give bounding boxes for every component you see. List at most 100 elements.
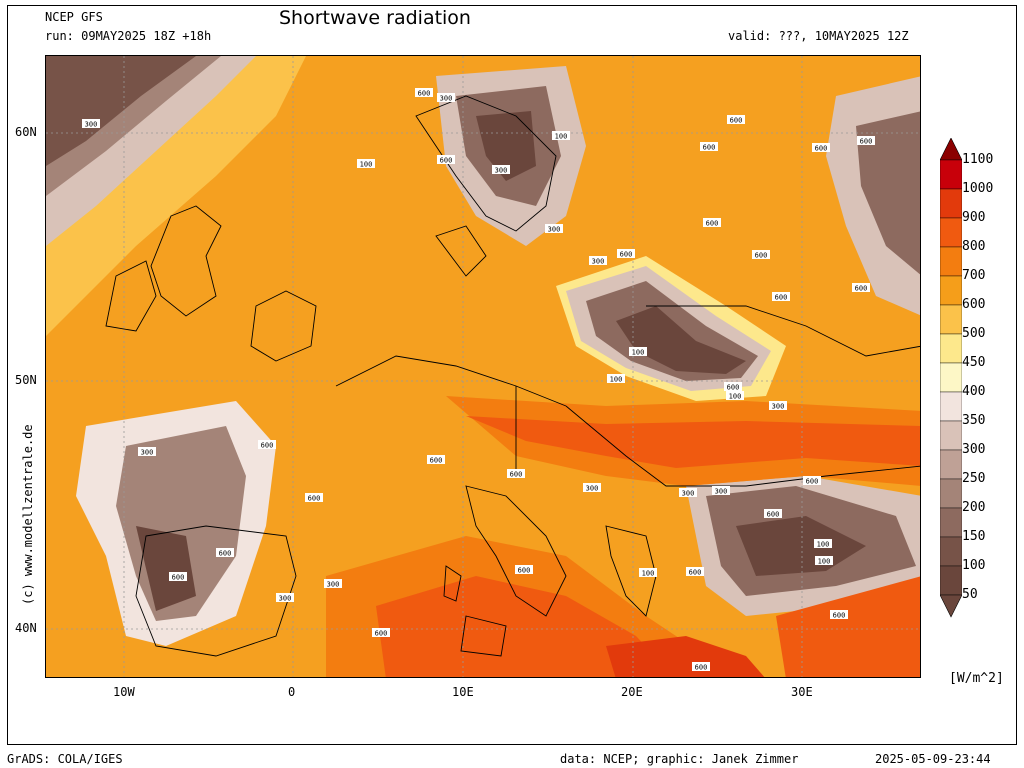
colorbar-tick-label: 100 (962, 558, 986, 573)
colorbar-swatch (940, 275, 962, 306)
svg-text:600: 600 (703, 144, 716, 152)
lon-label-30e: 30E (791, 685, 813, 699)
colorbar-scale (940, 138, 962, 618)
colorbar-swatch (940, 507, 962, 538)
contour-label: 600 (216, 548, 234, 558)
figure-frame (7, 5, 1017, 745)
svg-text:600: 600 (806, 478, 819, 486)
colorbar-swatch (940, 159, 962, 190)
svg-text:100: 100 (360, 161, 373, 169)
svg-text:600: 600 (755, 252, 768, 260)
colorbar-swatch (940, 536, 962, 567)
contour-label: 600 (830, 610, 848, 620)
svg-text:600: 600 (172, 574, 185, 582)
contour-label: 300 (276, 593, 294, 603)
svg-text:100: 100 (729, 393, 742, 401)
colorbar-tick-label: 300 (962, 442, 986, 457)
svg-text:300: 300 (586, 485, 599, 493)
contour-label: 300 (769, 401, 787, 411)
contour-label: 300 (679, 488, 697, 498)
svg-text:300: 300 (141, 449, 154, 457)
svg-text:600: 600 (860, 138, 873, 146)
svg-text:600: 600 (815, 145, 828, 153)
svg-text:600: 600 (308, 495, 321, 503)
svg-text:600: 600 (620, 251, 633, 259)
svg-text:600: 600 (418, 90, 431, 98)
colorbar-tick-label: 800 (962, 239, 986, 254)
contour-label: 600 (507, 469, 525, 479)
contour-label: 600 (703, 218, 721, 228)
colorbar-swatch (940, 420, 962, 451)
contour-label: 600 (437, 155, 455, 165)
svg-text:600: 600 (375, 630, 388, 638)
svg-text:600: 600 (833, 612, 846, 620)
colorbar-swatch (940, 449, 962, 480)
contour-label: 600 (752, 250, 770, 260)
colorbar-tick-label: 250 (962, 471, 986, 486)
run-info: run: 09MAY2025 18Z +18h (45, 29, 212, 43)
contour-label: 300 (437, 93, 455, 103)
contour-label: 600 (803, 476, 821, 486)
colorbar-swatch (940, 188, 962, 219)
credit-text: (c) www.modellzentrale.de (21, 424, 35, 605)
contour-label: 600 (857, 136, 875, 146)
lon-label-20e: 20E (621, 685, 643, 699)
svg-text:300: 300 (682, 490, 695, 498)
colorbar-swatch (940, 391, 962, 422)
colorbar-tick-label: 400 (962, 384, 986, 399)
svg-text:600: 600 (440, 157, 453, 165)
contour-label: 600 (258, 440, 276, 450)
contour-label: 300 (82, 119, 100, 129)
model-name: NCEP GFS (45, 10, 103, 24)
contour-label: 100 (639, 568, 657, 578)
contour-label: 100 (726, 391, 744, 401)
colorbar-swatch (940, 217, 962, 248)
colorbar-swatch (940, 362, 962, 393)
svg-text:300: 300 (592, 258, 605, 266)
colorbar-tick-label: 900 (962, 210, 986, 225)
lon-label-10e: 10E (452, 685, 474, 699)
colorbar-tick-label: 200 (962, 500, 986, 515)
svg-text:600: 600 (219, 550, 232, 558)
svg-text:600: 600 (775, 294, 788, 302)
svg-text:600: 600 (727, 384, 740, 392)
contour-label: 600 (772, 292, 790, 302)
valid-time: valid: ???, 10MAY2025 12Z (728, 29, 909, 43)
contour-label: 600 (427, 455, 445, 465)
contour-label: 300 (712, 486, 730, 496)
colorbar-tick-label: 450 (962, 355, 986, 370)
colorbar-tick-label: 50 (962, 587, 978, 602)
colorbar-swatch (940, 304, 962, 335)
contour-label: 100 (814, 539, 832, 549)
lon-label-10w: 10W (113, 685, 135, 699)
svg-text:600: 600 (689, 569, 702, 577)
contour-label: 600 (700, 142, 718, 152)
svg-text:300: 300 (327, 581, 340, 589)
contour-label: 600 (617, 249, 635, 259)
svg-text:300: 300 (440, 95, 453, 103)
svg-text:300: 300 (279, 595, 292, 603)
svg-text:600: 600 (430, 457, 443, 465)
svg-text:600: 600 (261, 442, 274, 450)
svg-text:100: 100 (610, 376, 623, 384)
colorbar-swatch (940, 565, 962, 596)
map-title: Shortwave radiation (279, 7, 471, 29)
colorbar-tick-label: 1000 (962, 181, 994, 196)
colorbar-swatch (940, 333, 962, 364)
contour-label: 600 (812, 143, 830, 153)
contour-label: 600 (515, 565, 533, 575)
svg-text:300: 300 (715, 488, 728, 496)
contour-label: 100 (357, 159, 375, 169)
contour-label: 600 (692, 662, 710, 672)
lat-label-60n: 60N (15, 125, 37, 139)
footer-data: data: NCEP; graphic: Janek Zimmer (560, 752, 799, 766)
svg-text:100: 100 (555, 133, 568, 141)
contour-label: 600 (169, 572, 187, 582)
svg-text:100: 100 (632, 349, 645, 357)
colorbar-tick-label: 350 (962, 413, 986, 428)
contour-label: 100 (552, 131, 570, 141)
radiation-map: 300 600 300 100 600 100 300 600 600 600 600 300 600 3… (45, 55, 921, 678)
colorbar-tick-label: 1100 (962, 152, 994, 167)
units-label: [W/m^2] (949, 671, 1004, 686)
contour-label: 600 (372, 628, 390, 638)
